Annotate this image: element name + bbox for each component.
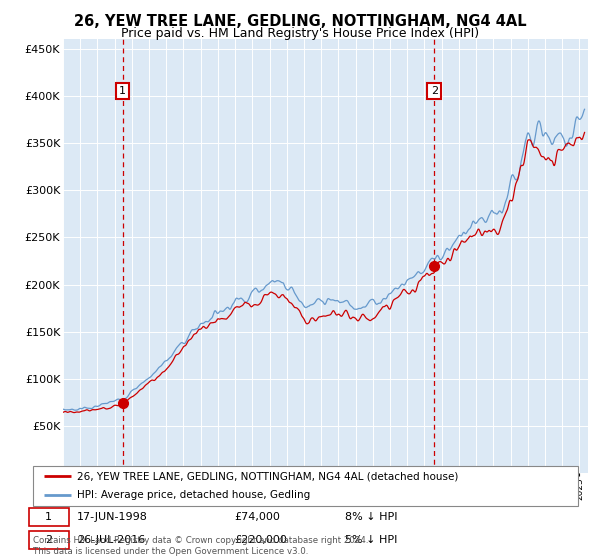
Text: 17-JUN-1998: 17-JUN-1998 xyxy=(77,512,148,522)
Text: 26-JUL-2016: 26-JUL-2016 xyxy=(77,535,145,545)
Text: £74,000: £74,000 xyxy=(234,512,280,522)
FancyBboxPatch shape xyxy=(33,466,578,506)
Text: 2: 2 xyxy=(45,535,52,545)
Text: 1: 1 xyxy=(119,86,126,96)
Text: Contains HM Land Registry data © Crown copyright and database right 2024.
This d: Contains HM Land Registry data © Crown c… xyxy=(33,536,368,556)
Text: £220,000: £220,000 xyxy=(234,535,287,545)
Text: 26, YEW TREE LANE, GEDLING, NOTTINGHAM, NG4 4AL (detached house): 26, YEW TREE LANE, GEDLING, NOTTINGHAM, … xyxy=(77,471,458,481)
Text: 26, YEW TREE LANE, GEDLING, NOTTINGHAM, NG4 4AL: 26, YEW TREE LANE, GEDLING, NOTTINGHAM, … xyxy=(74,14,526,29)
Text: 2: 2 xyxy=(431,86,438,96)
Text: Price paid vs. HM Land Registry's House Price Index (HPI): Price paid vs. HM Land Registry's House … xyxy=(121,27,479,40)
FancyBboxPatch shape xyxy=(29,531,68,549)
Text: 8% ↓ HPI: 8% ↓ HPI xyxy=(344,512,397,522)
Text: 1: 1 xyxy=(45,512,52,522)
Text: 5% ↓ HPI: 5% ↓ HPI xyxy=(344,535,397,545)
FancyBboxPatch shape xyxy=(29,507,68,526)
Text: HPI: Average price, detached house, Gedling: HPI: Average price, detached house, Gedl… xyxy=(77,491,310,501)
